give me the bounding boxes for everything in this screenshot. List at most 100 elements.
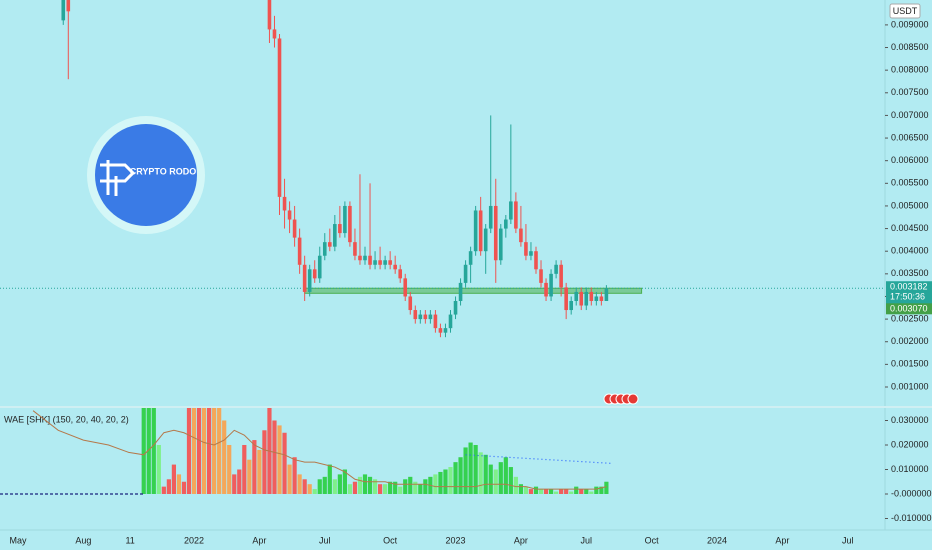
candle-body (428, 314, 433, 320)
candle-body (292, 219, 297, 238)
x-tick-label: Jul (842, 535, 854, 545)
histogram-bar (156, 444, 161, 494)
histogram-bar (322, 476, 327, 494)
candle-body (363, 255, 367, 261)
flags (603, 393, 639, 405)
logo-glyph (100, 160, 136, 196)
candle-body (353, 242, 357, 256)
histogram-bar (438, 471, 443, 494)
histogram-bar (337, 474, 342, 494)
y-tick-label: 0.009000 (891, 19, 929, 29)
histogram-bar (267, 408, 272, 494)
histogram-bar (252, 440, 257, 494)
histogram-bar (307, 484, 312, 494)
candle-body (509, 201, 513, 220)
histogram-bar (342, 469, 347, 494)
histogram-bar (146, 408, 151, 494)
logo: CRYPTO RODO (87, 116, 205, 234)
currency-box (889, 3, 921, 19)
histogram-bar (473, 444, 478, 494)
candle-body (312, 269, 317, 279)
histogram-bar (403, 479, 408, 494)
candle-body (66, 0, 71, 12)
x-tick-label: Aug (75, 535, 91, 545)
indicator-line (465, 454, 612, 464)
candle-body (393, 264, 397, 270)
candle-body (514, 201, 518, 229)
histogram-bar (564, 489, 569, 494)
candle-body (433, 314, 438, 329)
histogram-bar (196, 408, 202, 494)
histogram-bar (533, 486, 539, 494)
candle-body (549, 273, 553, 297)
histogram-bar (161, 486, 166, 494)
indicator-pane (0, 408, 612, 495)
histogram-bar (548, 489, 554, 494)
level-box (886, 303, 932, 315)
histogram-bar (458, 457, 463, 494)
candle-body (483, 228, 488, 252)
histogram-bar (584, 489, 589, 494)
y-tick-label: 0.007500 (891, 87, 929, 97)
candle-body (529, 251, 533, 256)
y-tick-label: 0.020000 (891, 439, 929, 449)
histogram-bar (191, 408, 197, 494)
x-tick-label: Apr (252, 535, 266, 545)
candle-body (473, 210, 478, 252)
histogram-bar (141, 408, 146, 494)
histogram-bar (317, 479, 322, 494)
y-tick-label: 0.004000 (891, 246, 929, 256)
y-tick-label: 0.005000 (891, 200, 929, 210)
x-tick-label: 2023 (446, 535, 466, 545)
histogram-bar (488, 464, 493, 494)
level-label: 0.003070 (890, 304, 928, 314)
histogram-bar (352, 481, 358, 494)
candle-body (544, 282, 548, 297)
histogram-bar (242, 444, 247, 494)
y-tick-label: -0.010000 (891, 513, 932, 523)
histogram-bar (418, 484, 423, 494)
candle-body (348, 205, 352, 243)
candle-body (559, 264, 563, 288)
histogram-bar (357, 476, 363, 494)
y-tick-label: 0.005500 (891, 178, 929, 188)
histogram-bar (423, 479, 428, 494)
candle-body (317, 255, 322, 279)
histogram-bar (559, 489, 564, 494)
candle-body (438, 328, 443, 333)
candle-body (564, 287, 568, 311)
indicator-line (32, 410, 607, 490)
candle-body (368, 255, 372, 265)
candle-body (574, 291, 579, 301)
candle-body (448, 314, 453, 329)
candle-body (478, 210, 483, 252)
histogram-bar (272, 420, 277, 494)
histogram-bar (413, 481, 418, 494)
histogram-bar (453, 462, 458, 494)
candle-body (519, 228, 523, 243)
candle-body (338, 224, 342, 234)
candle-body (373, 260, 377, 265)
histogram-bar (594, 486, 599, 494)
candle-body (383, 260, 387, 265)
x-tick-label: 2024 (707, 535, 727, 545)
histogram-bar (398, 486, 403, 494)
candle-body (403, 278, 408, 297)
histogram-bar (237, 469, 242, 494)
histogram-bar (176, 474, 182, 494)
candle-body (322, 242, 327, 256)
histogram-bar (468, 442, 473, 494)
y-tick-label: 0.030000 (891, 415, 929, 425)
candle-body (453, 300, 458, 315)
candle-body (463, 264, 468, 283)
candle-body (413, 310, 418, 320)
histogram-bar (528, 489, 534, 494)
candle-body (488, 205, 493, 229)
candle-body (423, 314, 428, 320)
candle-body (589, 291, 594, 301)
y-tick-label: 0.007000 (891, 110, 929, 120)
x-tick-label: Oct (645, 535, 660, 545)
histogram-bar (257, 449, 262, 494)
histogram-bar (367, 476, 373, 494)
